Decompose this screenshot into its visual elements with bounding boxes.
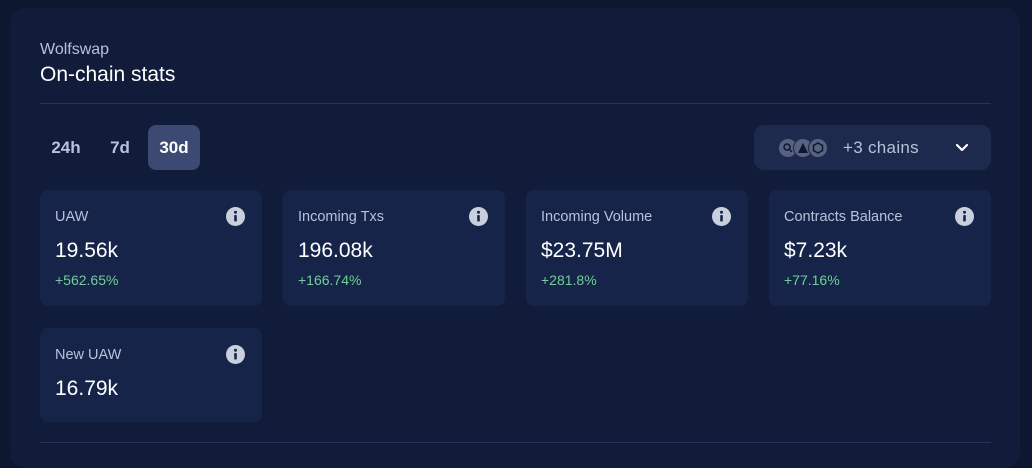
stat-label: Contracts Balance — [784, 209, 903, 225]
stats-panel: Wolfswap On-chain stats 24h 7d 30d +3 ch… — [10, 8, 1020, 468]
stat-value: 19.56k — [55, 239, 119, 262]
range-24h-button[interactable]: 24h — [51, 137, 81, 157]
info-icon[interactable] — [955, 207, 974, 226]
info-icon[interactable] — [712, 207, 731, 226]
stat-card-incoming-volume: Incoming Volume $23.75M +281.8% — [526, 190, 748, 306]
stat-label: Incoming Txs — [298, 209, 384, 225]
header-divider — [40, 103, 991, 104]
panel-header: Wolfswap On-chain stats — [40, 40, 175, 88]
info-icon[interactable] — [226, 207, 245, 226]
app-name: Wolfswap — [40, 41, 110, 58]
range-30d-button[interactable]: 30d — [148, 125, 200, 170]
info-icon[interactable] — [226, 345, 245, 364]
stat-label: New UAW — [55, 347, 122, 363]
stat-label: UAW — [55, 209, 89, 225]
chain-b-icon — [793, 137, 813, 158]
time-range-tabs: 24h 7d 30d — [40, 125, 200, 170]
stat-value: 196.08k — [298, 239, 373, 262]
chain-c-icon — [808, 137, 828, 158]
stat-change: +166.74% — [298, 272, 362, 288]
stat-card-incoming-txs: Incoming Txs 196.08k +166.74% — [283, 190, 505, 306]
stat-card-uaw: UAW 19.56k +562.65% — [40, 190, 262, 306]
stat-card-contracts-balance: Contracts Balance $7.23k +77.16% — [769, 190, 991, 306]
info-icon[interactable] — [469, 207, 488, 226]
chain-selector[interactable]: +3 chains — [754, 125, 991, 170]
chevron-down-icon — [955, 140, 969, 159]
chain-selector-label: +3 chains — [843, 137, 919, 157]
chain-icons — [778, 137, 828, 158]
stat-change: +562.65% — [55, 272, 119, 288]
range-7d-button[interactable]: 7d — [110, 137, 130, 157]
footer-divider — [40, 442, 991, 443]
page-title: On-chain stats — [40, 63, 176, 86]
stat-change: +281.8% — [541, 272, 597, 288]
stat-label: Incoming Volume — [541, 209, 653, 225]
stat-change: +77.16% — [784, 272, 840, 288]
stat-value: 16.79k — [55, 377, 119, 400]
stat-card-new-uaw: New UAW 16.79k — [40, 328, 262, 422]
stat-value: $7.23k — [784, 239, 848, 262]
stat-value: $23.75M — [541, 239, 623, 262]
